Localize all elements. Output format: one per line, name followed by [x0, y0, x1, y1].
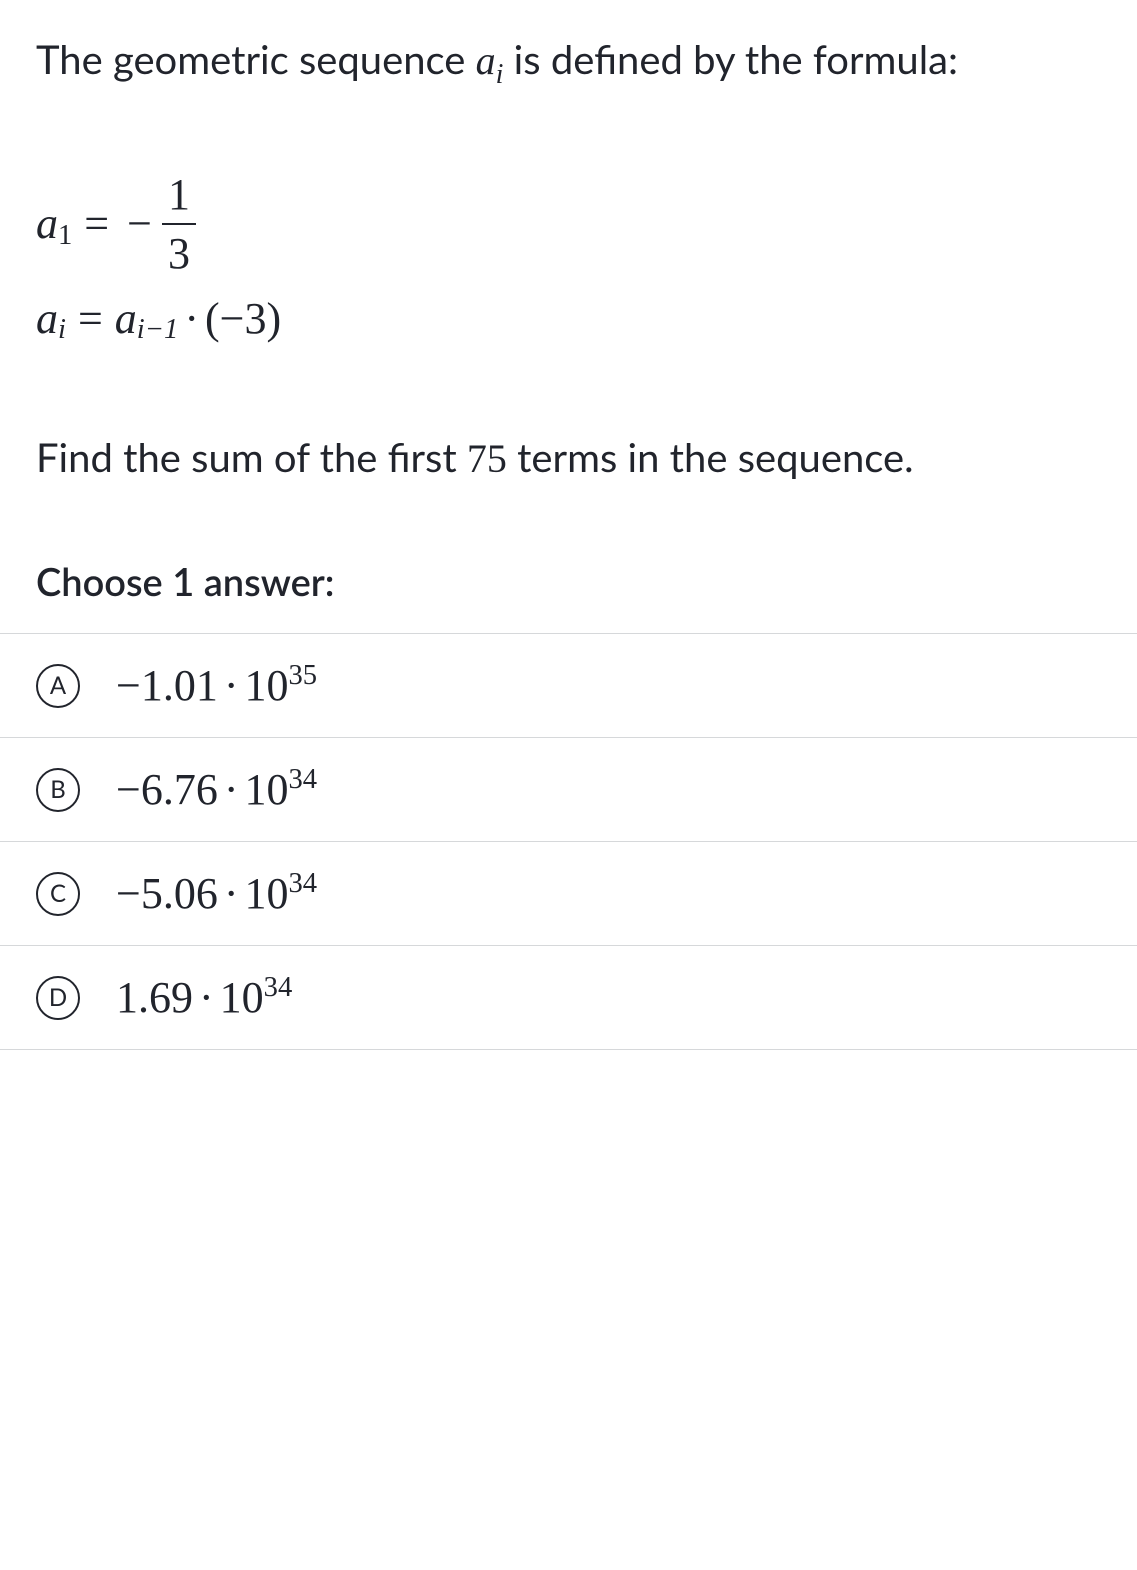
option-exponent: 34 — [288, 764, 317, 795]
f2-lhs-sub: i — [58, 311, 66, 348]
question-text: Find the sum of the first 75 terms in th… — [36, 427, 1101, 489]
question-n: 75 — [467, 436, 507, 481]
option-c[interactable]: C−5.06·1034 — [0, 841, 1137, 945]
option-letter-circle: B — [36, 768, 80, 812]
question-pre: Find the sum of the first — [36, 433, 467, 481]
intro-var: a — [476, 38, 496, 83]
option-value: −5.06·1034 — [116, 868, 317, 919]
option-exponent: 35 — [288, 660, 317, 691]
option-value: 1.69·1034 — [116, 972, 292, 1023]
option-sign: − — [116, 765, 141, 814]
option-letter-circle: A — [36, 664, 80, 708]
option-sign: − — [116, 869, 141, 918]
option-a[interactable]: A−1.01·1035 — [0, 633, 1137, 737]
option-mantissa: 5.06 — [141, 869, 218, 918]
option-dot: · — [199, 973, 214, 1022]
option-base: 10 — [244, 869, 288, 918]
f2-rhs-var: a — [115, 290, 137, 347]
option-value: −6.76·1034 — [116, 764, 317, 815]
f2-rhs-sub: i−1 — [137, 311, 179, 348]
option-letter-circle: D — [36, 976, 80, 1020]
option-base: 10 — [244, 765, 288, 814]
choose-label: Choose 1 answer: — [36, 559, 1101, 605]
option-exponent: 34 — [264, 972, 293, 1003]
option-base: 10 — [220, 973, 264, 1022]
option-dot: · — [224, 765, 239, 814]
option-mantissa: 1.69 — [116, 973, 193, 1022]
problem-intro: The geometric sequence ai is defined by … — [36, 30, 1101, 96]
option-dot: · — [224, 869, 239, 918]
f1-eq: = — [84, 195, 109, 252]
f2-lhs-var: a — [36, 290, 58, 347]
f1-fraction: 1 3 — [162, 166, 196, 282]
f1-frac-num: 1 — [162, 166, 196, 223]
f1-lhs-sub: 1 — [58, 217, 72, 254]
option-letter-circle: C — [36, 872, 80, 916]
f1-sign: − — [127, 195, 152, 252]
option-dot: · — [224, 661, 239, 710]
question-post: terms in the sequence. — [507, 433, 914, 481]
formula-line-2: ai = ai−1 · (−3) — [36, 290, 1101, 347]
option-sign: − — [116, 661, 141, 710]
option-b[interactable]: B−6.76·1034 — [0, 737, 1137, 841]
f2-factor: (−3) — [205, 290, 281, 347]
formula-line-1: a1 = − 1 3 — [36, 166, 1101, 282]
option-base: 10 — [244, 661, 288, 710]
intro-prefix: The geometric sequence — [36, 35, 476, 83]
option-mantissa: 1.01 — [141, 661, 218, 710]
option-exponent: 34 — [288, 868, 317, 899]
f1-frac-den: 3 — [162, 223, 196, 282]
f2-eq: = — [78, 290, 103, 347]
formula-block: a1 = − 1 3 ai = ai−1 · (−3) — [36, 166, 1101, 348]
option-mantissa: 6.76 — [141, 765, 218, 814]
intro-suffix: is defined by the formula: — [503, 35, 958, 83]
option-d[interactable]: D 1.69·1034 — [0, 945, 1137, 1050]
option-value: −1.01·1035 — [116, 660, 317, 711]
f1-lhs-var: a — [36, 195, 58, 252]
f2-dot: · — [184, 290, 199, 347]
options-list: A−1.01·1035B−6.76·1034C−5.06·1034D1.69·1… — [0, 633, 1137, 1050]
